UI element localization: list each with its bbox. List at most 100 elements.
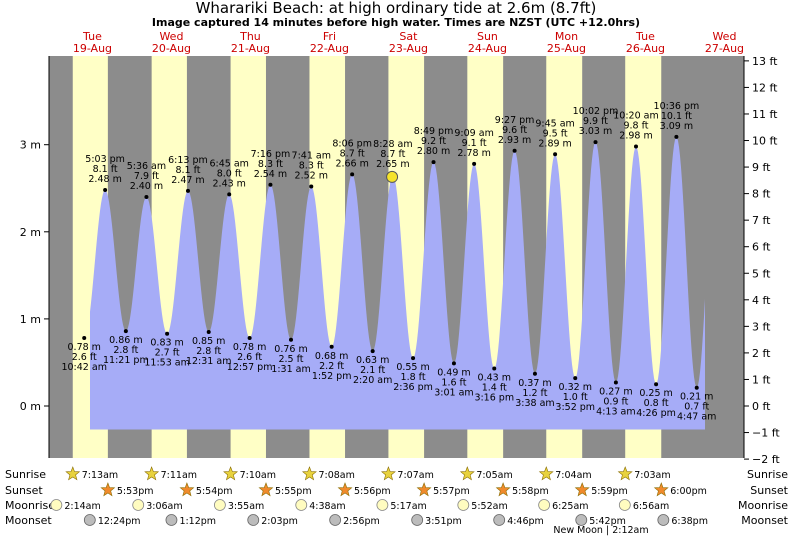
- high-tide-label: 8:06 pm8.7 ft2.66 m: [332, 138, 372, 169]
- sunset-star-icon: [416, 482, 432, 497]
- high-tide-point: [227, 192, 232, 197]
- moonset-icon: [575, 514, 588, 526]
- day-date: 26-Aug: [626, 42, 665, 55]
- tide-height-m: 2.43 m: [213, 178, 246, 189]
- moonset-time: 3:51pm: [425, 516, 462, 527]
- moonrise-icon: [376, 499, 389, 511]
- sunrise-time: 7:13am: [82, 470, 118, 481]
- day-date: 27-Aug: [705, 42, 744, 55]
- high-tide-point: [144, 194, 149, 199]
- tide-height-ft: 0.9 ft: [603, 396, 628, 407]
- left-tick-label: 3 m: [20, 139, 41, 152]
- high-tide-label: 6:45 am8.0 ft2.43 m: [210, 158, 249, 189]
- tide-height-m: 0.85 m: [192, 336, 225, 347]
- tide-time: 9:27 pm: [495, 115, 535, 126]
- right-tick-label: 5 ft: [752, 267, 771, 280]
- high-tide-point: [512, 148, 517, 153]
- tide-time: 2:36 pm: [393, 382, 433, 393]
- row-label-sunset-right: Sunset: [750, 484, 788, 497]
- moonset-time: 4:46pm: [507, 516, 544, 527]
- left-tick-label: 2 m: [20, 226, 41, 239]
- moonrise-icon: [213, 499, 226, 511]
- moonset-icon: [83, 514, 96, 526]
- moonset-icon: [411, 514, 424, 526]
- low-tide-label: 0.63 m2.1 ft2:20 am: [353, 355, 392, 386]
- moonrise-time: 6:56am: [633, 501, 669, 512]
- sunrise-time: 7:07am: [397, 470, 433, 481]
- moonrise-icon: [618, 499, 631, 511]
- high-tide-point: [268, 182, 273, 187]
- high-tide-label: 6:13 pm8.1 ft2.47 m: [168, 155, 208, 186]
- tide-height-m: 2.93 m: [498, 135, 531, 146]
- day-date: 19-Aug: [73, 42, 112, 55]
- sunset-time: 5:58pm: [512, 486, 549, 497]
- moonset-icon: [329, 514, 342, 526]
- tide-height-m: 0.63 m: [356, 355, 389, 366]
- tide-time: 2:20 am: [353, 375, 392, 386]
- tide-time: 9:45 am: [535, 118, 574, 129]
- tide-area: [90, 137, 705, 430]
- tide-height-ft: 9.9 ft: [583, 116, 608, 127]
- sunrise-time: 7:11am: [161, 470, 197, 481]
- day-date: 21-Aug: [231, 42, 270, 55]
- moonset-icon: [247, 514, 260, 526]
- moonrise-time: 5:17am: [390, 501, 426, 512]
- tide-height-ft: 8.0 ft: [217, 168, 242, 179]
- tide-height-ft: 8.3 ft: [299, 161, 324, 172]
- tide-height-m: 2.52 m: [295, 171, 328, 182]
- right-tick-label: 12 ft: [752, 81, 778, 94]
- tide-height-m: 2.65 m: [376, 159, 409, 170]
- low-tide-label: 0.43 m1.4 ft3:16 pm: [474, 373, 514, 404]
- tide-height-m: 3.03 m: [579, 126, 612, 137]
- high-tide-label: 8:28 am8.7 ft2.65 m: [373, 139, 412, 170]
- tide-height-ft: 2.7 ft: [155, 348, 180, 359]
- moonset-time: 6:38pm: [671, 516, 708, 527]
- tide-time: 6:13 pm: [168, 155, 208, 166]
- tide-height-m: 0.78 m: [233, 342, 266, 353]
- tide-height-ft: 0.7 ft: [684, 402, 709, 413]
- moon-phase-note: New Moon | 2:12am: [553, 525, 648, 536]
- tide-time: 11:53 am: [144, 358, 189, 369]
- left-tick-label: 1 m: [20, 313, 41, 326]
- moonrise-icon: [457, 499, 470, 511]
- row-label-moonrise-right: Moonrise: [738, 499, 788, 512]
- moonset-time: 2:56pm: [343, 516, 380, 527]
- tide-time: 10:20 am: [613, 110, 658, 121]
- tide-height-m: 2.98 m: [619, 130, 652, 141]
- sunrise-star-icon: [144, 466, 160, 481]
- tide-height-ft: 2.8 ft: [113, 345, 138, 356]
- moonset-icon: [657, 514, 670, 526]
- moonrise-icon: [538, 499, 551, 511]
- low-tide-point: [654, 382, 659, 387]
- tide-height-ft: 2.6 ft: [72, 352, 97, 363]
- tide-height-ft: 10.1 ft: [661, 111, 692, 122]
- tide-time: 8:28 am: [373, 139, 412, 150]
- tide-time: 12:57 pm: [227, 362, 273, 373]
- row-label-sunrise: Sunrise: [5, 468, 46, 481]
- tide-height-ft: 8.3 ft: [258, 159, 283, 170]
- day-date: 20-Aug: [152, 42, 191, 55]
- tide-height-m: 0.78 m: [68, 342, 101, 353]
- day-date: 23-Aug: [389, 42, 428, 55]
- tide-time: 4:26 pm: [636, 408, 676, 419]
- right-tick-label: 3 ft: [752, 320, 771, 333]
- moonrise-time: 6:25am: [552, 501, 588, 512]
- day-of-week: Sun: [477, 30, 498, 43]
- tide-height-ft: 2.5 ft: [278, 354, 303, 365]
- low-tide-point: [370, 349, 375, 354]
- high-tide-label: 5:36 am7.9 ft2.40 m: [127, 161, 166, 192]
- day-date: 22-Aug: [310, 42, 349, 55]
- moonrise-time: 3:06am: [146, 501, 182, 512]
- high-tide-point: [103, 187, 108, 192]
- low-tide-point: [411, 356, 416, 361]
- high-tide-label: 7:41 am8.3 ft2.52 m: [292, 151, 331, 182]
- moonset-time: 1:12pm: [179, 516, 216, 527]
- tide-height-m: 2.78 m: [457, 148, 490, 159]
- tide-height-ft: 9.2 ft: [421, 136, 446, 147]
